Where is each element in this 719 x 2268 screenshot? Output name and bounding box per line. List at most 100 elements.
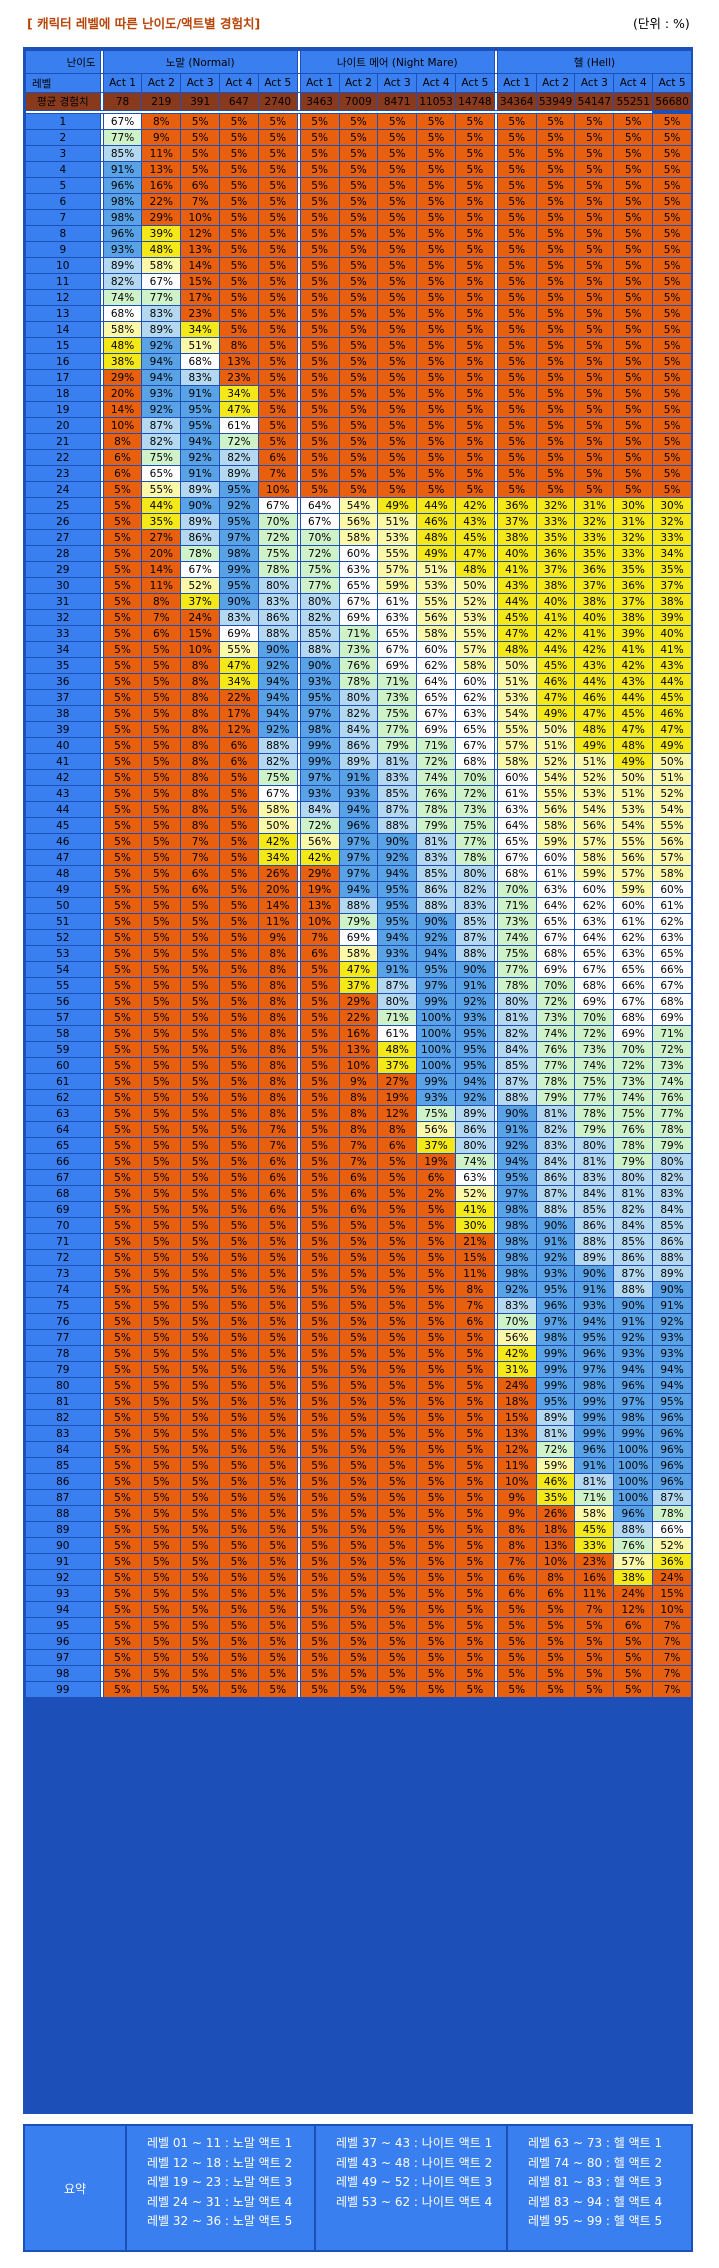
exp-percent-cell: 59% — [378, 578, 417, 593]
table-row: 52 5% 5% 5% 5% 9% 7% 69% 94% 92% 87% 74% 67% 64% 62% 63… — [26, 930, 691, 945]
exp-percent-cell: 5% — [103, 1138, 142, 1153]
exp-percent-cell: 39% — [614, 626, 653, 641]
exp-percent-cell: 20% — [258, 882, 297, 897]
exp-percent-cell: 82% — [300, 610, 339, 625]
exp-percent-cell: 10% — [103, 418, 142, 433]
exp-percent-cell: 5% — [181, 1554, 220, 1569]
exp-percent-cell: 5% — [220, 786, 258, 801]
column-separator — [100, 146, 103, 161]
exp-percent-cell: 5% — [417, 450, 455, 465]
column-separator — [100, 674, 103, 689]
exp-percent-cell: 86% — [575, 1218, 614, 1233]
exp-percent-cell: 85% — [455, 914, 494, 929]
exp-percent-cell: 5% — [103, 1634, 142, 1649]
exp-percent-cell: 53% — [614, 802, 653, 817]
column-separator — [494, 146, 497, 161]
exp-percent-cell: 5% — [103, 1570, 142, 1585]
exp-percent-cell: 70% — [497, 882, 536, 897]
column-separator — [297, 162, 300, 177]
exp-percent-cell: 23% — [181, 306, 220, 321]
exp-percent-cell: 99% — [575, 1426, 614, 1441]
exp-percent-cell: 5% — [653, 306, 691, 321]
exp-percent-cell: 5% — [258, 402, 297, 417]
exp-percent-cell: 95% — [378, 882, 417, 897]
exp-percent-cell: 85% — [614, 1234, 653, 1249]
exp-percent-cell: 91% — [181, 466, 220, 481]
exp-percent-cell: 5% — [575, 1634, 614, 1649]
exp-percent-cell: 92% — [378, 850, 417, 865]
exp-percent-cell: 5% — [103, 514, 142, 529]
exp-percent-cell: 88% — [378, 818, 417, 833]
exp-percent-cell: 69% — [575, 994, 614, 1009]
level-cell: 14 — [26, 322, 100, 337]
exp-percent-cell: 5% — [181, 1186, 220, 1201]
exp-percent-cell: 5% — [103, 754, 142, 769]
exp-percent-cell: 5% — [300, 1538, 339, 1553]
exp-percent-cell: 99% — [417, 994, 455, 1009]
exp-percent-cell: 5% — [220, 1154, 258, 1169]
level-cell: 59 — [26, 1042, 100, 1057]
exp-percent-cell: 5% — [455, 1618, 494, 1633]
column-separator — [297, 658, 300, 673]
column-separator — [297, 882, 300, 897]
exp-percent-cell: 5% — [142, 882, 181, 897]
column-separator — [100, 994, 103, 1009]
column-separator — [494, 1602, 497, 1617]
column-separator — [100, 1666, 103, 1681]
exp-percent-cell: 35% — [536, 1490, 575, 1505]
exp-percent-cell: 5% — [181, 1378, 220, 1393]
column-separator — [494, 1090, 497, 1105]
exp-percent-cell: 19% — [300, 882, 339, 897]
column-separator — [494, 610, 497, 625]
exp-percent-cell: 67% — [339, 594, 378, 609]
level-cell: 35 — [26, 658, 100, 673]
exp-percent-cell: 5% — [339, 130, 378, 145]
exp-percent-cell: 89% — [339, 754, 378, 769]
table-row: 50 5% 5% 5% 5% 14% 13% 88% 95% 88% 83% 71% 64% 62% 60%… — [26, 898, 691, 913]
exp-percent-cell: 35% — [575, 546, 614, 561]
exp-percent-cell: 5% — [455, 322, 494, 337]
exp-percent-cell: 5% — [300, 1362, 339, 1377]
exp-percent-cell: 5% — [339, 1506, 378, 1521]
exp-percent-cell: 85% — [378, 786, 417, 801]
exp-percent-cell: 5% — [455, 210, 494, 225]
act-header: Act 3 — [181, 74, 220, 92]
exp-percent-cell: 5% — [142, 1602, 181, 1617]
column-separator — [100, 274, 103, 289]
column-separator — [297, 546, 300, 561]
exp-percent-cell: 55% — [536, 786, 575, 801]
column-separator — [100, 242, 103, 257]
exp-percent-cell: 8% — [103, 434, 142, 449]
exp-percent-cell: 5% — [220, 994, 258, 1009]
column-separator — [297, 834, 300, 849]
exp-percent-cell: 65% — [142, 466, 181, 481]
exp-percent-cell: 5% — [497, 418, 536, 433]
exp-percent-cell: 5% — [103, 1378, 142, 1393]
exp-percent-cell: 24% — [653, 1570, 691, 1585]
column-separator — [297, 578, 300, 593]
exp-percent-cell: 5% — [614, 1682, 653, 1697]
exp-percent-cell: 5% — [300, 1218, 339, 1233]
exp-percent-cell: 86% — [339, 738, 378, 753]
level-cell: 29 — [26, 562, 100, 577]
table-row: 54 5% 5% 5% 5% 8% 5% 47% 91% 95% 90% 77% 69% 67% 65% 66… — [26, 962, 691, 977]
exp-percent-cell: 50% — [536, 722, 575, 737]
exp-percent-cell: 60% — [455, 674, 494, 689]
header-row-difficulty: 난이도 노말 (Normal) 나이트 메어 (Night Mare) 헬 (H… — [26, 51, 691, 73]
exp-percent-cell: 84% — [536, 1154, 575, 1169]
column-separator — [297, 1682, 300, 1697]
exp-percent-cell: 5% — [220, 1410, 258, 1425]
exp-percent-cell: 92% — [258, 658, 297, 673]
avg-exp-cell: 54147 — [575, 93, 614, 110]
exp-percent-cell: 5% — [653, 434, 691, 449]
column-separator — [297, 786, 300, 801]
exp-percent-cell: 89% — [653, 1266, 691, 1281]
exp-percent-cell: 5% — [300, 1618, 339, 1633]
column-separator — [297, 210, 300, 225]
exp-percent-cell: 5% — [417, 1282, 455, 1297]
column-separator — [100, 306, 103, 321]
exp-percent-cell: 98% — [575, 1378, 614, 1393]
exp-percent-cell: 5% — [258, 1538, 297, 1553]
column-separator — [494, 1410, 497, 1425]
column-separator — [100, 1522, 103, 1537]
